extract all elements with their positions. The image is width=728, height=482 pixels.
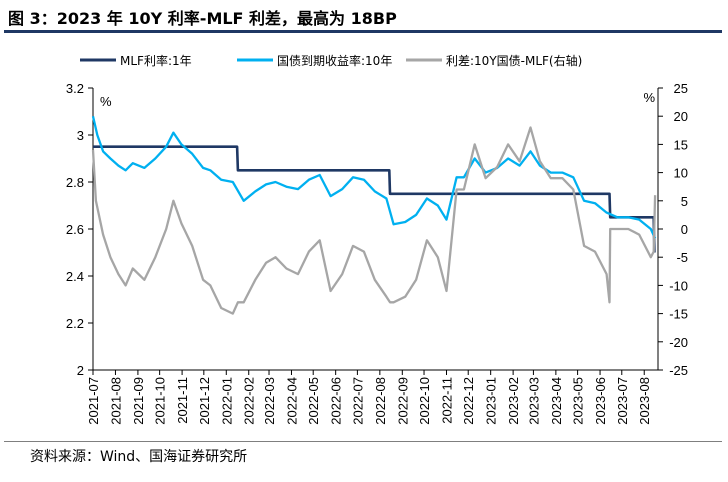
right-tick-label: 15 bbox=[674, 137, 688, 152]
axes: 2 2.2 2.4 2.6 2.8 3 3.2% -25 -20 -15 -10 -5 0 5 10 15 20… bbox=[66, 81, 688, 425]
x-tick-label: 2023-06 bbox=[593, 377, 608, 425]
x-tick-label: 2022-06 bbox=[329, 377, 344, 425]
right-tick-label: -20 bbox=[669, 335, 688, 350]
series-line-2 bbox=[91, 115, 657, 239]
legend-label-3: 利差:10Y国债-MLF(右轴) bbox=[446, 53, 582, 68]
source-note: 资料来源：Wind、国海证券研究所 bbox=[30, 449, 248, 465]
left-tick-label: 2 bbox=[77, 363, 84, 378]
x-tick-label: 2022-01 bbox=[219, 377, 234, 425]
x-tick-label: 2022-02 bbox=[242, 377, 257, 425]
legend-label-2: 国债到期收益率:10年 bbox=[277, 53, 392, 68]
x-tick-label: 2023-01 bbox=[484, 377, 499, 425]
x-tick-label: 2022-08 bbox=[373, 377, 388, 425]
series-line-3 bbox=[91, 126, 657, 315]
left-tick-label: 2.2 bbox=[66, 316, 84, 331]
right-tick-label: -15 bbox=[669, 307, 688, 322]
chart-title: 图 3：2023 年 10Y 利率-MLF 利差，最高为 18BP bbox=[8, 9, 397, 28]
title-divider bbox=[4, 30, 722, 33]
x-tick-label: 2023-08 bbox=[637, 377, 652, 425]
right-axis-unit: % bbox=[643, 90, 655, 105]
legend-label-1: MLF利率:1年 bbox=[120, 53, 192, 68]
left-tick-label: 3.2 bbox=[66, 81, 84, 96]
x-tick-label: 2023-07 bbox=[615, 377, 630, 425]
x-tick-label: 2022-10 bbox=[417, 377, 432, 425]
right-tick-label: -5 bbox=[676, 250, 688, 265]
x-tick-label: 2022-09 bbox=[395, 377, 410, 425]
right-tick-label: -25 bbox=[669, 363, 688, 378]
x-tick-label: 2021-10 bbox=[153, 377, 168, 425]
series-layer bbox=[91, 115, 657, 315]
left-tick-label: 3 bbox=[77, 128, 84, 143]
left-tick-label: 2.6 bbox=[66, 222, 84, 237]
x-tick-label: 2022-12 bbox=[461, 377, 476, 425]
x-tick-label: 2023-02 bbox=[506, 377, 521, 425]
right-tick-label: 5 bbox=[681, 194, 688, 209]
x-tick-label: 2021-11 bbox=[175, 377, 190, 424]
x-tick-label: 2022-07 bbox=[350, 377, 365, 425]
right-tick-label: 20 bbox=[674, 109, 688, 124]
legend: MLF利率:1年 国债到期收益率:10年 利差:10Y国债-MLF(右轴) bbox=[80, 53, 582, 68]
x-tick-label: 2022-03 bbox=[262, 377, 277, 425]
source-divider bbox=[4, 441, 722, 442]
right-tick-label: 0 bbox=[681, 222, 688, 237]
x-tick-label: 2022-11 bbox=[439, 377, 454, 424]
series-line-1 bbox=[93, 145, 656, 253]
x-tick-label: 2023-05 bbox=[571, 377, 586, 425]
x-tick-label: 2021-07 bbox=[86, 377, 101, 425]
x-tick-label: 2021-08 bbox=[108, 377, 123, 425]
x-tick-label: 2022-04 bbox=[284, 377, 299, 425]
left-tick-label: 2.8 bbox=[66, 175, 84, 190]
x-tick-label: 2023-03 bbox=[526, 377, 541, 425]
x-tick-label: 2021-12 bbox=[197, 377, 212, 425]
x-tick-label: 2023-04 bbox=[549, 377, 564, 425]
right-tick-label: 25 bbox=[674, 81, 688, 96]
x-tick-label: 2022-05 bbox=[306, 377, 321, 425]
x-tick-label: 2021-09 bbox=[131, 377, 146, 425]
left-axis-unit: % bbox=[100, 94, 112, 109]
left-tick-label: 2.4 bbox=[66, 269, 84, 284]
right-tick-label: -10 bbox=[669, 278, 688, 293]
right-tick-label: 10 bbox=[674, 166, 688, 181]
